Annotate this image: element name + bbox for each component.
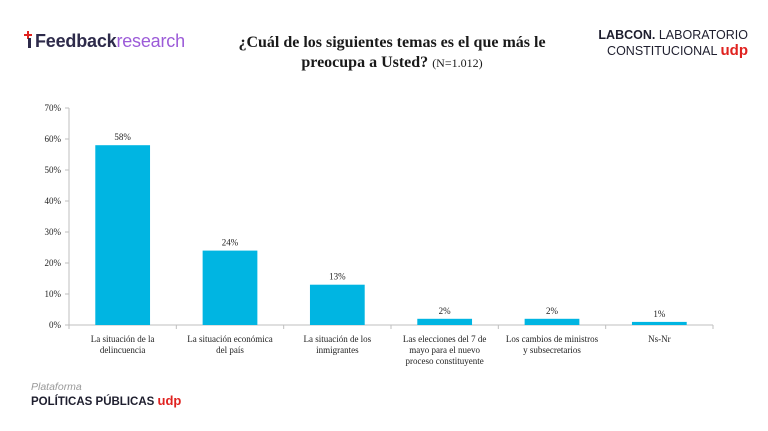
labcon-constitucional: CONSTITUCIONAL — [607, 44, 718, 58]
x-category-label: proceso constituyente — [406, 356, 484, 366]
data-label: 58% — [114, 132, 131, 142]
feedback-plus-icon — [24, 31, 34, 48]
labcon-udp: udp — [720, 42, 749, 59]
bar — [95, 145, 151, 325]
brand-research: research — [116, 31, 185, 51]
bar — [309, 284, 365, 325]
data-label: 2% — [439, 306, 452, 316]
footer-plataforma: Plataforma — [31, 381, 82, 393]
footer-udp: udp — [157, 393, 182, 408]
data-label: 13% — [329, 272, 346, 282]
y-tick-label: 40% — [45, 196, 62, 206]
y-tick-label: 30% — [45, 227, 62, 237]
bar — [524, 318, 580, 325]
y-tick-label: 20% — [45, 258, 62, 268]
x-category-label: La situación económica — [187, 334, 272, 344]
labcon-logo: LABCON. LABORATORIO CONSTITUCIONAL udp — [598, 27, 748, 59]
chart-title-sample: (N=1.012) — [432, 56, 483, 70]
chart-title: ¿Cuál de los siguientes temas es el que … — [232, 33, 552, 73]
y-tick-label: 10% — [45, 289, 62, 299]
bar — [417, 318, 473, 325]
x-category-label: Los cambios de ministros — [506, 334, 599, 344]
data-label: 2% — [546, 306, 559, 316]
data-label: 1% — [653, 309, 666, 319]
x-category-label: Ns-Nr — [648, 334, 671, 344]
x-category-label: La situación de la — [91, 334, 155, 344]
labcon-bold: LABCON. — [598, 28, 656, 42]
y-tick-label: 50% — [45, 165, 62, 175]
x-category-label: y subsecretarios — [523, 345, 581, 355]
y-tick-label: 70% — [45, 103, 62, 113]
feedback-research-logo: Feedbackresearch — [24, 31, 185, 52]
x-category-label: mayo para el nuevo — [409, 345, 480, 355]
y-tick-label: 60% — [45, 134, 62, 144]
x-category-label: del país — [216, 345, 244, 355]
x-category-label: delincuencia — [100, 345, 145, 355]
x-category-label: La situación de los — [303, 334, 371, 344]
data-label: 24% — [222, 238, 239, 248]
footer-politicas: POLÍTICAS PÚBLICAS — [31, 396, 155, 408]
x-category-label: inmigrantes — [316, 345, 359, 355]
chart-title-main: ¿Cuál de los siguientes temas es el que … — [238, 34, 546, 71]
y-tick-label: 0% — [49, 320, 62, 330]
bar — [631, 321, 687, 325]
bar — [202, 250, 258, 325]
brand-feedback: Feedback — [35, 31, 117, 51]
labcon-laboratorio: LABORATORIO — [658, 28, 748, 42]
x-category-label: Las elecciones del 7 de — [403, 334, 486, 344]
politicas-publicas-logo: Plataforma POLÍTICAS PÚBLICAS udp — [31, 381, 181, 410]
